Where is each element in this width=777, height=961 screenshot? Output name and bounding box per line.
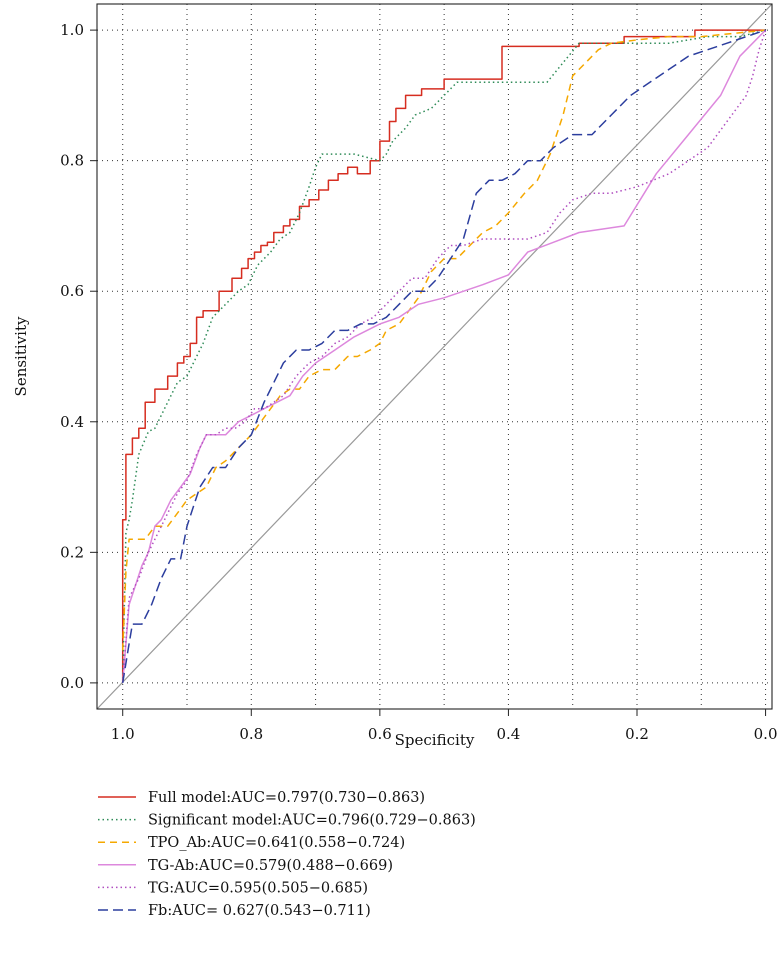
legend-label-1: Significant model:AUC=0.796(0.729−0.863) <box>148 813 476 829</box>
plot-frame <box>96 3 773 710</box>
y-tick-label-2: 0.4 <box>60 413 84 431</box>
series-line-5 <box>121 29 766 684</box>
x-tick-label-3: 0.4 <box>496 725 520 743</box>
series-line-0 <box>121 29 766 683</box>
x-tick-label-2: 0.6 <box>368 725 392 743</box>
y-tick-label-5: 1.0 <box>60 21 84 39</box>
y-tick-label-0: 0.0 <box>60 674 84 692</box>
y-tick-label-3: 0.6 <box>60 282 84 300</box>
x-tick-label-1: 0.8 <box>239 725 263 743</box>
y-tick-label-1: 0.2 <box>60 543 84 561</box>
reference-diagonal <box>96 3 773 710</box>
legend-label-4: TG:AUC=0.595(0.505−0.685) <box>148 880 368 896</box>
x-axis: 1.0 0.8 0.6 0.4 0.2 0.0 <box>111 709 777 743</box>
x-tick-label-5: 0.0 <box>754 725 777 743</box>
x-tick-label-0: 1.0 <box>111 725 135 743</box>
x-axis-title: Specificity <box>395 731 475 749</box>
series-line-2 <box>121 29 766 651</box>
y-axis-title: Sensitivity <box>12 316 30 396</box>
reference-line <box>96 3 773 710</box>
series-line-4 <box>121 29 767 683</box>
series-line-1 <box>121 29 766 683</box>
x-tick-label-4: 0.2 <box>625 725 649 743</box>
legend-label-2: TPO_Ab:AUC=0.641(0.558−0.724) <box>148 835 405 851</box>
y-axis: 0.0 0.2 0.4 0.6 0.8 1.0 <box>60 21 97 692</box>
legend-label-0: Full model:AUC=0.797(0.730−0.863) <box>148 790 425 806</box>
series-lines <box>121 29 767 684</box>
y-tick-label-4: 0.8 <box>60 152 84 170</box>
legend-label-3: TG-Ab:AUC=0.579(0.488−0.669) <box>148 858 393 874</box>
legend: Full model:AUC=0.797(0.730−0.863) Signifi… <box>98 790 476 919</box>
series-line-3 <box>121 29 767 683</box>
legend-label-5: Fb:AUC= 0.627(0.543−0.711) <box>148 903 371 919</box>
